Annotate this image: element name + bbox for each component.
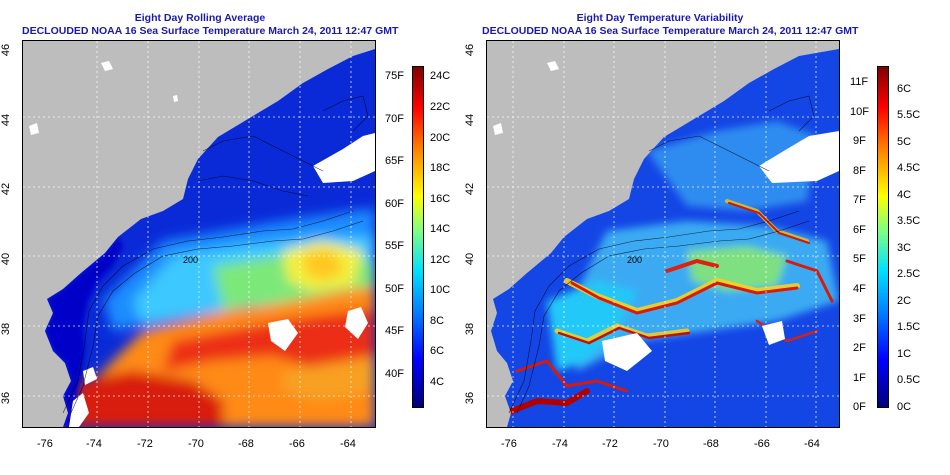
- right-lon-label: -76: [501, 438, 517, 450]
- right-cb-c-label: 3.5C: [897, 215, 921, 227]
- right-cb-f-label: 3F: [853, 313, 866, 325]
- left-cb-f-label: 55F: [385, 240, 404, 252]
- left-title-line1: Eight Day Rolling Average: [134, 12, 266, 24]
- right-lat-label: 46: [464, 43, 477, 57]
- left-cb-c-label: 14C: [430, 223, 451, 235]
- left-cb-f-label: 50F: [385, 283, 404, 295]
- right-cb-c-label: 4C: [897, 189, 912, 201]
- right-lat-label: 36: [464, 391, 477, 405]
- right-cb-f-label: 11F: [850, 76, 869, 88]
- left-cb-c-label: 8C: [430, 315, 445, 327]
- right-title-line1: Eight Day Temperature Variability: [576, 12, 744, 24]
- left-lat-label: 44: [0, 113, 13, 127]
- right-cb-c-label: 4.5C: [897, 162, 921, 174]
- right-lat-label: 40: [464, 252, 477, 266]
- left-cb-c-label: 20C: [430, 132, 451, 144]
- right-lat-label: 38: [464, 322, 477, 336]
- left-sst-map: 200: [22, 40, 376, 428]
- left-cb-f-label: 60F: [385, 198, 404, 210]
- right-cb-c-label: 5C: [897, 136, 912, 148]
- left-cb-f-label: 45F: [385, 325, 404, 337]
- right-variability-map: 200: [486, 40, 840, 428]
- left-lon-label: -76: [37, 438, 53, 450]
- right-cb-f-label: 6F: [853, 224, 866, 236]
- left-lon-label: -64: [340, 438, 356, 450]
- right-cb-c-label: 5.5C: [897, 109, 921, 121]
- left-cb-c-label: 4C: [430, 376, 445, 388]
- left-lon-label: -68: [238, 438, 254, 450]
- right-cb-c-label: 0C: [897, 401, 912, 413]
- right-cb-c-label: 1C: [897, 348, 912, 360]
- left-cb-c-label: 18C: [430, 162, 451, 174]
- right-lon-label: -74: [552, 438, 568, 450]
- right-lon-label: -66: [754, 438, 770, 450]
- right-cb-f-label: 8F: [853, 165, 866, 177]
- left-lat-label: 38: [0, 322, 13, 336]
- right-lon-label: -72: [602, 438, 618, 450]
- left-cb-f-label: 75F: [385, 70, 404, 82]
- left-title-line2: DECLOUDED NOAA 16 Sea Surface Temperatur…: [22, 25, 399, 37]
- right-cb-c-label: 1.5C: [897, 321, 921, 333]
- left-cb-c-label: 16C: [430, 193, 451, 205]
- right-cb-f-label: 1F: [853, 372, 866, 384]
- right-cb-f-label: 5F: [853, 253, 866, 265]
- right-contour-label: 200: [627, 255, 642, 265]
- right-lon-label: -64: [804, 438, 820, 450]
- left-lat-label: 42: [0, 182, 13, 196]
- right-lat-label: 42: [464, 182, 477, 196]
- left-lon-label: -72: [137, 438, 153, 450]
- right-cb-f-label: 7F: [853, 194, 866, 206]
- left-lat-label: 36: [0, 391, 13, 405]
- left-colorbar: [412, 66, 424, 408]
- right-lon-label: -70: [653, 438, 669, 450]
- right-cb-f-label: 4F: [853, 283, 866, 295]
- right-cb-f-label: 9F: [853, 135, 866, 147]
- left-cb-c-label: 6C: [430, 345, 445, 357]
- right-cb-c-label: 3C: [897, 242, 912, 254]
- left-contour-label: 200: [183, 255, 198, 265]
- left-cb-f-label: 65F: [385, 155, 404, 167]
- right-cb-f-label: 2F: [853, 342, 866, 354]
- left-lon-label: -74: [86, 438, 102, 450]
- right-cb-c-label: 6C: [897, 83, 912, 95]
- left-lat-label: 40: [0, 252, 13, 266]
- left-lon-label: -66: [289, 438, 305, 450]
- right-cb-c-label: 2C: [897, 295, 912, 307]
- left-cb-f-label: 40F: [385, 368, 404, 380]
- right-lat-label: 44: [464, 113, 477, 127]
- right-colorbar: [877, 66, 889, 408]
- left-cb-c-label: 10C: [430, 284, 451, 296]
- right-cb-c-label: 0.5C: [897, 374, 921, 386]
- left-lat-label: 46: [0, 43, 13, 57]
- right-lon-label: -68: [703, 438, 719, 450]
- right-cb-f-label: 10F: [850, 106, 869, 118]
- left-cb-c-label: 22C: [430, 101, 451, 113]
- left-cb-c-label: 24C: [430, 70, 451, 82]
- left-lon-label: -70: [188, 438, 204, 450]
- left-cb-f-label: 70F: [385, 113, 404, 125]
- right-title-line2: DECLOUDED NOAA 16 Sea Surface Temperatur…: [482, 25, 859, 37]
- left-cb-c-label: 12C: [430, 254, 451, 266]
- right-cb-f-label: 0F: [853, 401, 866, 413]
- right-cb-c-label: 2.5C: [897, 268, 921, 280]
